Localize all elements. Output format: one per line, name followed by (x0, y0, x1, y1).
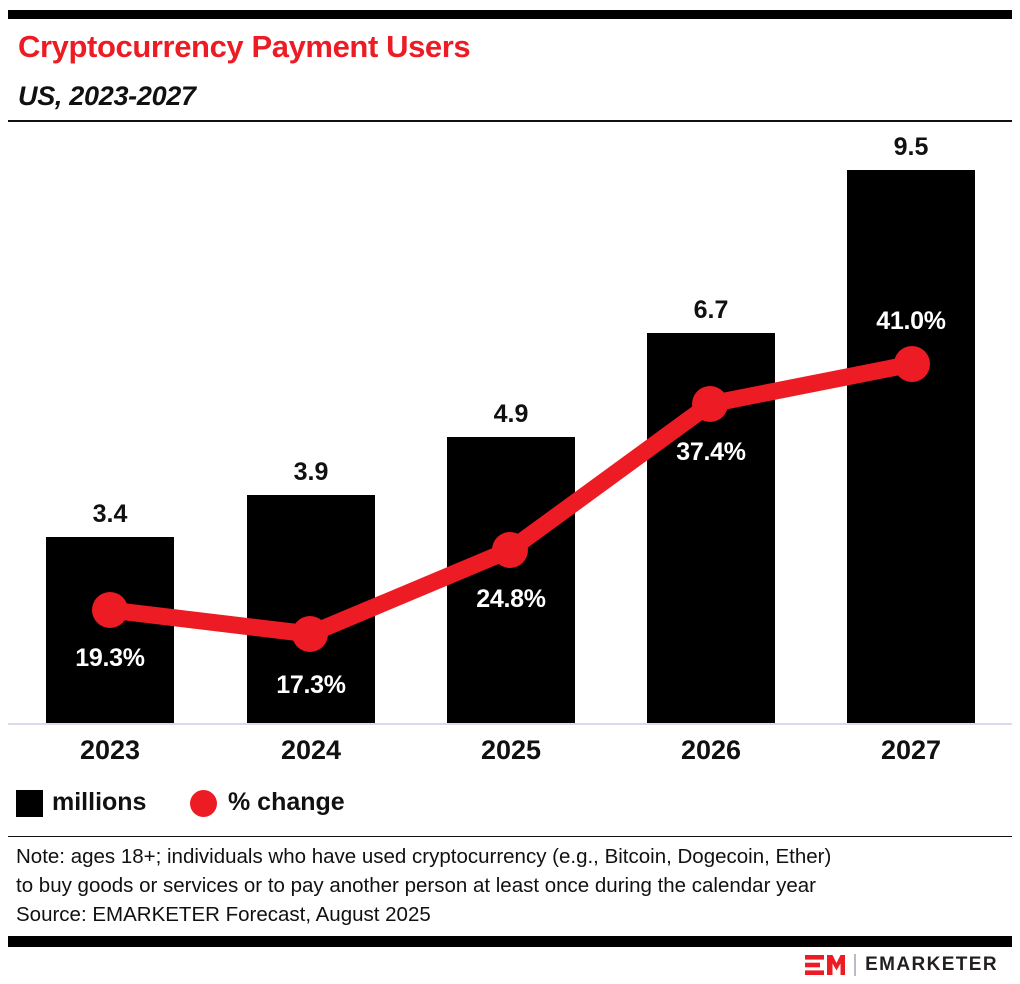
header-divider (8, 120, 1012, 122)
page-subtitle: US, 2023-2027 (18, 81, 196, 111)
x-tick-2026: 2026 (680, 735, 742, 765)
x-tick-2023: 2023 (79, 735, 141, 765)
marker-2024 (292, 616, 328, 652)
pct-value-2026: 37.4% (676, 438, 746, 466)
bar-2027 (847, 170, 975, 723)
bar-value-2023: 3.4 (92, 500, 128, 528)
chart-plot-area: 3.4 3.9 4.9 6.7 9.5 19.3% 17.3% 24.8% 37… (0, 126, 1020, 726)
bar-value-2024: 3.9 (293, 458, 329, 486)
x-tick-2025: 2025 (480, 735, 542, 765)
bar-value-2025: 4.9 (493, 400, 529, 428)
notes-divider (8, 836, 1012, 837)
em-logo-svg (805, 955, 846, 975)
bar-value-2026: 6.7 (693, 296, 729, 324)
bar-2025 (447, 437, 575, 723)
notes-block: Note: ages 18+; individuals who have use… (16, 842, 996, 929)
axis-baseline (8, 723, 1012, 725)
em-monogram-icon (805, 953, 846, 977)
x-tick-2027: 2027 (880, 735, 942, 765)
source-line: Source: EMARKETER Forecast, August 2025 (16, 903, 431, 926)
pct-value-2023: 19.3% (75, 644, 145, 672)
page-title: Cryptocurrency Payment Users (18, 29, 471, 64)
legend-label-millions: millions (52, 788, 147, 816)
pct-value-2027: 41.0% (876, 307, 946, 335)
bar-value-2027: 9.5 (893, 133, 929, 161)
x-tick-2024: 2024 (280, 735, 342, 765)
emarketer-branding: EMARKETER (805, 952, 998, 978)
percent-change-line (92, 346, 930, 652)
marker-2023 (92, 592, 128, 628)
top-rule (8, 10, 1012, 19)
legend-label-percent-change: % change (228, 788, 345, 816)
brand-wordmark: EMARKETER (865, 954, 998, 975)
brand-divider (854, 954, 857, 976)
marker-2026 (692, 386, 728, 422)
legend-square-icon (16, 790, 43, 817)
marker-2025 (492, 532, 528, 568)
note-line-2: to buy goods or services or to pay anoth… (16, 874, 816, 897)
bar-2023 (46, 537, 174, 723)
marker-2027 (894, 346, 930, 382)
pct-value-2025: 24.8% (476, 585, 546, 613)
chart-legend: millions % change (0, 788, 1020, 824)
note-line-1: Note: ages 18+; individuals who have use… (16, 845, 832, 868)
footer-rule (8, 936, 1012, 947)
x-axis: 2023 2024 2025 2026 2027 (0, 735, 1020, 775)
legend-circle-icon (190, 790, 217, 817)
pct-value-2024: 17.3% (276, 671, 346, 699)
